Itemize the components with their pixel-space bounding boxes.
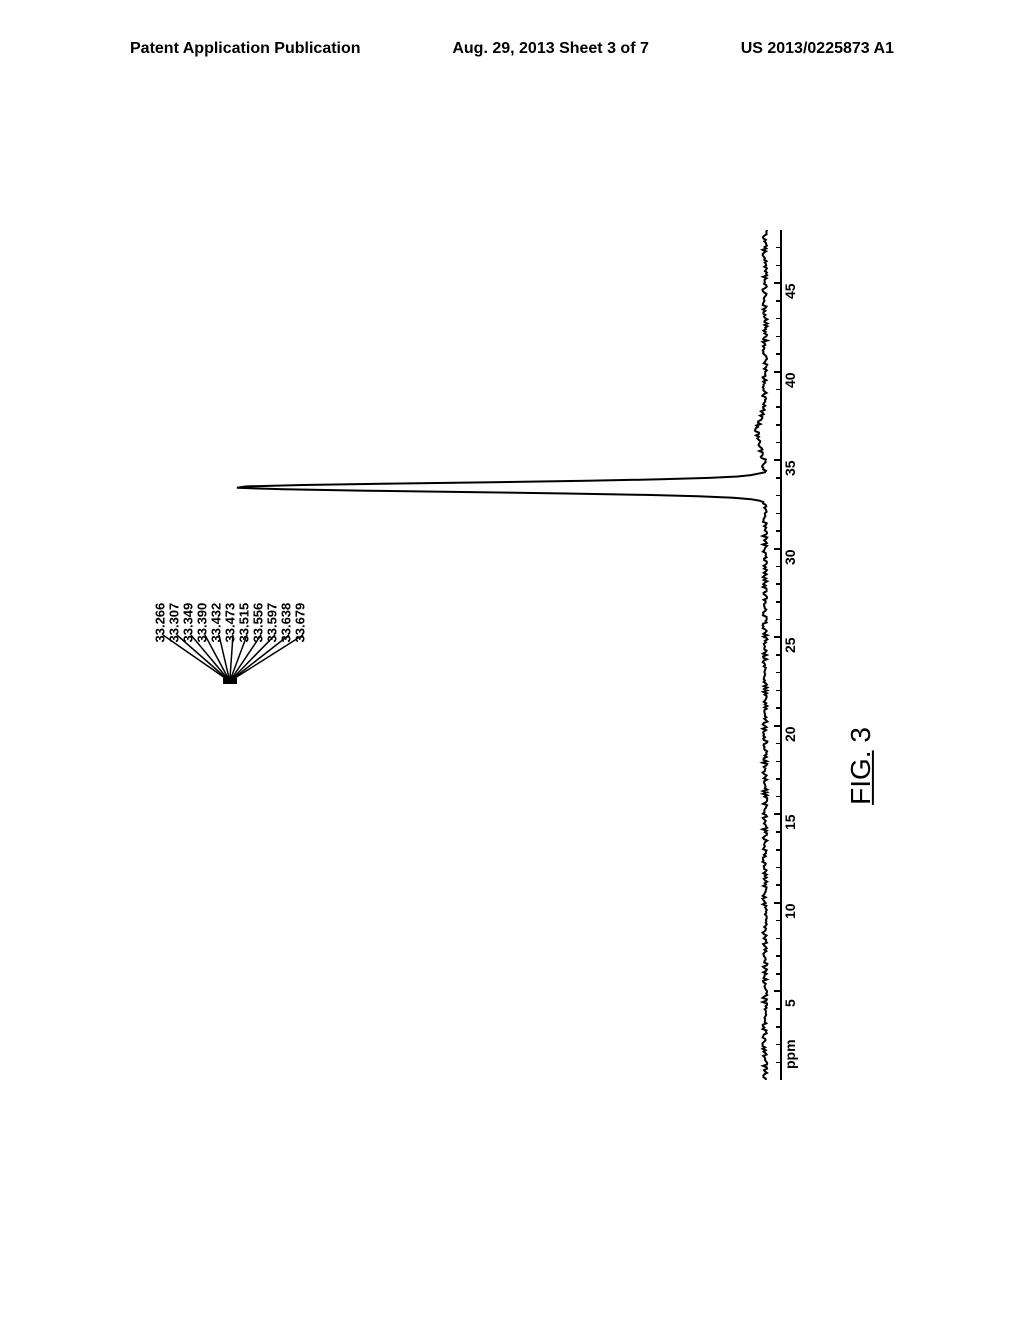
header-right: US 2013/0225873 A1	[741, 40, 894, 58]
axis-unit-label: ppm	[782, 1040, 798, 1070]
axis-tick	[774, 902, 782, 904]
axis-minor-tick	[776, 300, 782, 302]
spectrum-plot	[220, 230, 860, 1080]
axis-tick	[774, 548, 782, 550]
axis-minor-tick	[776, 265, 782, 267]
axis-minor-tick	[776, 920, 782, 922]
axis-tick	[774, 990, 782, 992]
axis-minor-tick	[776, 672, 782, 674]
axis-minor-tick	[776, 654, 782, 656]
axis-minor-tick	[776, 566, 782, 568]
axis-tick	[774, 813, 782, 815]
axis-minor-tick	[776, 477, 782, 479]
axis-minor-tick	[776, 389, 782, 391]
axis-tick	[774, 459, 782, 461]
axis-minor-tick	[776, 955, 782, 957]
axis-tick-label: 15	[782, 815, 798, 831]
axis-minor-tick	[776, 601, 782, 603]
axis-minor-tick	[776, 336, 782, 338]
axis-minor-tick	[776, 406, 782, 408]
spectrum-svg	[220, 230, 780, 1080]
axis-minor-tick	[776, 318, 782, 320]
axis-minor-tick	[776, 884, 782, 886]
figure-caption: FIG. 3	[845, 727, 877, 805]
axis-minor-tick	[776, 761, 782, 763]
caption-prefix: FIG.	[845, 750, 876, 804]
axis-minor-tick	[776, 778, 782, 780]
x-axis: 5 10 15 20 25 30 35 40 45 ppm	[780, 230, 830, 1080]
axis-tick-label: 5	[782, 1000, 798, 1008]
axis-tick	[774, 725, 782, 727]
axis-minor-tick	[776, 973, 782, 975]
axis-minor-tick	[776, 867, 782, 869]
axis-tick-label: 40	[782, 372, 798, 388]
axis-minor-tick	[776, 513, 782, 515]
axis-minor-tick	[776, 247, 782, 249]
figure-area: 33.266 33.307 33.349 33.390 33.432 33.47…	[130, 230, 890, 1080]
axis-tick	[774, 282, 782, 284]
axis-tick	[774, 636, 782, 638]
axis-tick-label: 45	[782, 284, 798, 300]
axis-minor-tick	[776, 353, 782, 355]
axis-minor-tick	[776, 442, 782, 444]
axis-tick-label: 25	[782, 638, 798, 654]
axis-tick-label: 10	[782, 903, 798, 919]
axis-minor-tick	[776, 1008, 782, 1010]
axis-minor-tick	[776, 583, 782, 585]
axis-minor-tick	[776, 743, 782, 745]
caption-number: 3	[845, 727, 876, 750]
axis-minor-tick	[776, 495, 782, 497]
axis-tick-label: 30	[782, 549, 798, 565]
axis-minor-tick	[776, 707, 782, 709]
axis-minor-tick	[776, 530, 782, 532]
header-center: Aug. 29, 2013 Sheet 3 of 7	[452, 40, 649, 58]
axis-minor-tick	[776, 690, 782, 692]
axis-minor-tick	[776, 938, 782, 940]
axis-minor-tick	[776, 1026, 782, 1028]
axis-minor-tick	[776, 619, 782, 621]
axis-tick-label: 20	[782, 726, 798, 742]
axis-minor-tick	[776, 796, 782, 798]
axis-tick-label: 35	[782, 461, 798, 477]
axis-minor-tick	[776, 424, 782, 426]
axis-tick	[774, 371, 782, 373]
header-left: Patent Application Publication	[130, 40, 361, 58]
axis-minor-tick	[776, 849, 782, 851]
axis-minor-tick	[776, 831, 782, 833]
page-header: Patent Application Publication Aug. 29, …	[0, 40, 1024, 58]
